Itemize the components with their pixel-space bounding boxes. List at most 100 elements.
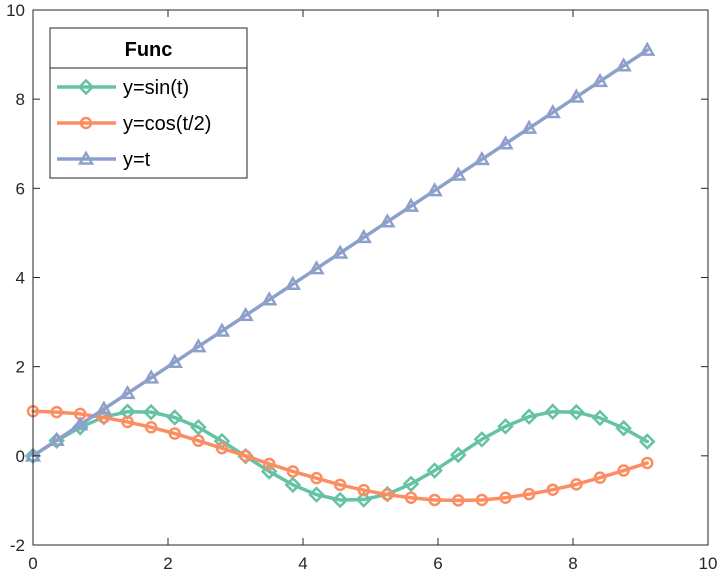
data-point bbox=[213, 322, 231, 337]
data-point bbox=[166, 353, 183, 368]
data-point bbox=[426, 462, 443, 479]
data-point bbox=[499, 491, 512, 504]
data-point bbox=[615, 57, 632, 72]
data-point bbox=[72, 416, 89, 431]
legend-box bbox=[49, 27, 248, 179]
data-point bbox=[639, 41, 656, 56]
data-point bbox=[284, 275, 302, 290]
data-point bbox=[404, 491, 418, 504]
data-point bbox=[331, 244, 349, 259]
data-point bbox=[263, 457, 276, 471]
data-point bbox=[381, 488, 394, 501]
data-point bbox=[190, 338, 207, 353]
data-point bbox=[568, 403, 585, 421]
data-point bbox=[450, 166, 467, 181]
data-point bbox=[333, 478, 347, 492]
series-line bbox=[31, 409, 649, 503]
data-point bbox=[591, 409, 609, 427]
data-point bbox=[617, 464, 630, 477]
data-point bbox=[452, 494, 465, 507]
data-point bbox=[215, 442, 229, 455]
x-tick-label: 2 bbox=[163, 554, 172, 573]
legend-entry: y=t bbox=[57, 149, 151, 171]
data-point bbox=[449, 446, 467, 464]
data-point bbox=[260, 463, 278, 480]
data-point bbox=[593, 471, 607, 484]
data-point bbox=[522, 487, 536, 501]
data-point bbox=[48, 431, 65, 446]
legend-marker bbox=[77, 78, 95, 96]
data-point bbox=[261, 291, 278, 306]
y-tick-label: 6 bbox=[16, 179, 25, 198]
legend-entries: y=sin(t) y=cos(t/2) y=t bbox=[57, 77, 211, 171]
legend-entry: y=cos(t/2) bbox=[57, 113, 211, 135]
data-point bbox=[544, 403, 562, 420]
y-tick-label: 2 bbox=[16, 358, 25, 377]
data-point bbox=[497, 418, 514, 435]
data-point bbox=[402, 197, 420, 212]
data-point bbox=[286, 465, 300, 478]
legend-label: y=cos(t/2) bbox=[123, 113, 211, 135]
data-point bbox=[284, 476, 302, 494]
data-point bbox=[379, 213, 396, 228]
legend-label: y=t bbox=[123, 149, 151, 171]
data-point bbox=[310, 471, 323, 485]
y-tick-label: 0 bbox=[16, 447, 25, 466]
legend-title: Func bbox=[125, 39, 173, 61]
x-tick-label: 6 bbox=[433, 554, 442, 573]
series-line bbox=[31, 48, 649, 458]
x-tick-label: 4 bbox=[298, 554, 307, 573]
data-point bbox=[308, 486, 325, 503]
data-point bbox=[142, 403, 160, 421]
legend-marker bbox=[79, 116, 93, 130]
x-tick-label: 10 bbox=[699, 554, 718, 573]
data-point bbox=[121, 415, 134, 429]
data-point bbox=[638, 433, 656, 450]
data-point bbox=[570, 478, 583, 491]
data-point bbox=[308, 260, 325, 275]
y-tick-label: 8 bbox=[16, 90, 25, 109]
data-point bbox=[591, 72, 609, 88]
data-point bbox=[520, 119, 538, 134]
data-point bbox=[166, 409, 184, 426]
data-point bbox=[475, 493, 489, 507]
data-point bbox=[144, 421, 158, 434]
legend-entry: y=sin(t) bbox=[57, 77, 189, 99]
data-point bbox=[190, 419, 207, 436]
data-point bbox=[357, 483, 370, 497]
data-point bbox=[546, 483, 559, 496]
legend-marker bbox=[77, 150, 95, 165]
data-point bbox=[95, 400, 113, 415]
legend: Func y=sin(t) y=cos(t/2) y=t bbox=[49, 27, 248, 179]
data-point bbox=[355, 491, 373, 508]
x-tick-label: 0 bbox=[28, 554, 37, 573]
data-point bbox=[497, 135, 514, 150]
data-point bbox=[50, 405, 63, 419]
data-point bbox=[239, 449, 252, 463]
series-2 bbox=[24, 41, 656, 462]
data-point bbox=[402, 475, 420, 493]
data-point bbox=[192, 434, 205, 447]
series-layer bbox=[24, 41, 656, 509]
data-point bbox=[520, 408, 538, 425]
data-point bbox=[473, 150, 491, 166]
y-tick-label: -2 bbox=[10, 536, 25, 555]
data-point bbox=[615, 419, 632, 437]
data-point bbox=[237, 306, 254, 322]
data-point bbox=[119, 384, 136, 400]
legend-label: y=sin(t) bbox=[123, 77, 189, 99]
data-point bbox=[331, 491, 349, 509]
data-point bbox=[641, 456, 654, 470]
y-tick-label: 10 bbox=[6, 1, 25, 20]
data-point bbox=[568, 88, 585, 103]
data-point bbox=[142, 369, 160, 384]
data-point bbox=[426, 182, 443, 197]
data-point bbox=[544, 104, 561, 119]
data-point bbox=[168, 427, 181, 440]
y-tick-label: 4 bbox=[16, 269, 25, 288]
data-point bbox=[428, 493, 441, 507]
x-tick-label: 8 bbox=[568, 554, 577, 573]
data-point bbox=[355, 228, 372, 244]
